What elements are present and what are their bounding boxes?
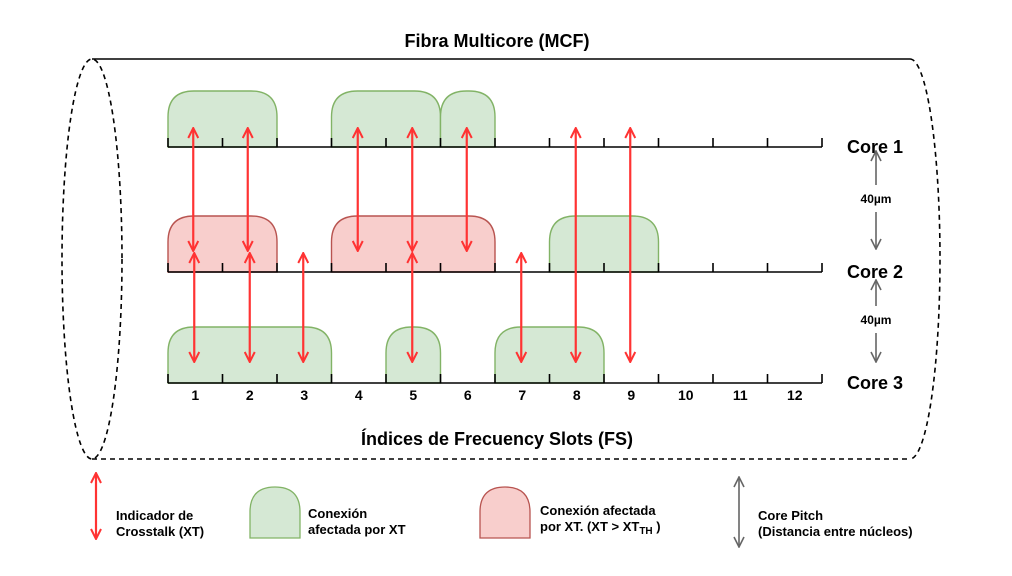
legend-text-line: Conexión (308, 506, 368, 521)
legend-text-line: por XT. (XT > XTTH ) (540, 519, 661, 540)
fiber-left-end (61, 58, 123, 460)
core-label: Core 3 (847, 373, 903, 393)
legend-affected-label: Conexión afectada por XT (308, 506, 406, 538)
slot-index-label: 5 (409, 387, 417, 403)
legend-text-line: Crosstalk (XT) (116, 524, 205, 539)
legend-crosstalk-label: Indicador de Crosstalk (XT) (116, 508, 204, 540)
core-label: Core 1 (847, 137, 903, 157)
core-2: Core 2 (167, 262, 903, 282)
legend-core-pitch-label: Core Pitch (Distancia entre núcleos) (758, 508, 913, 540)
core-label: Core 2 (847, 262, 903, 282)
diagram-title: Fibra Multicore (MCF) (405, 31, 590, 51)
legend-text-part: ) (652, 519, 661, 534)
fiber-right-end (909, 58, 941, 460)
slot-index-label: 10 (678, 387, 694, 403)
slot-index-label: 1 (191, 387, 199, 403)
legend-text-line: (Distancia entre núcleos) (758, 524, 913, 539)
legend-text-line: Conexión afectada (540, 503, 656, 518)
slot-index-label: 12 (787, 387, 803, 403)
core-pitch-2-3: 40µm (861, 281, 892, 361)
core-pitch-label: 40µm (861, 192, 892, 206)
slot-indices: 1 2 3 4 5 6 7 8 9 10 11 12 (191, 387, 802, 403)
axis-label: Índices de Frecuency Slots (FS) (361, 428, 633, 449)
slot-index-label: 7 (518, 387, 526, 403)
crosstalk-indicators (193, 129, 630, 361)
legend-affected-threshold-icon (479, 486, 531, 539)
core-pitch-label: 40µm (861, 313, 892, 327)
connection-affected (439, 90, 496, 148)
legend (96, 474, 739, 546)
slot-index-label: 2 (246, 387, 254, 403)
legend-affected-threshold-label: Conexión afectada por XT. (XT > XTTH ) (540, 503, 661, 540)
core-1: Core 1 (167, 137, 903, 157)
legend-text-part: por XT. (XT > XT (540, 519, 640, 534)
legend-text-line: Core Pitch (758, 508, 824, 523)
legend-text-subscript: TH (639, 526, 653, 537)
cores-layer: Core 1 Core 2 Core 3 (167, 137, 903, 393)
slot-index-label: 11 (733, 387, 748, 403)
slot-index-label: 9 (627, 387, 635, 403)
legend-text-line: afectada por XT (308, 522, 406, 537)
slot-index-label: 8 (573, 387, 581, 403)
core-pitch-1-2: 40µm (861, 152, 892, 248)
legend-text-line: Indicador de (116, 508, 194, 523)
slot-index-label: 6 (464, 387, 472, 403)
slot-index-label: 4 (355, 387, 363, 403)
slot-index-label: 3 (300, 387, 308, 403)
fiber-cylinder (61, 58, 941, 460)
core-3: Core 3 (167, 373, 903, 393)
legend-affected-icon (249, 486, 301, 539)
